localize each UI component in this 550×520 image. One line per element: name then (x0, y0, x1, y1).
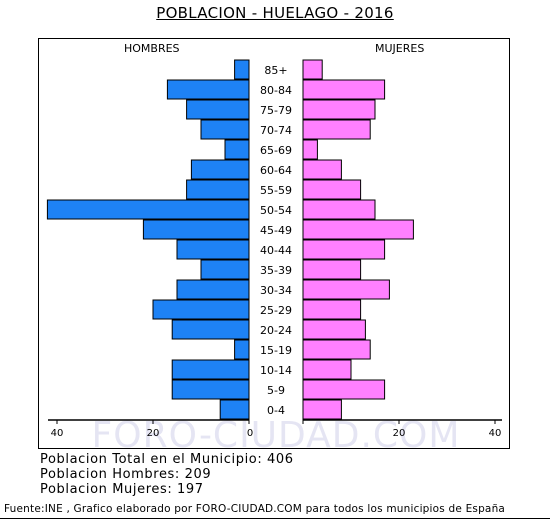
age-label: 10-14 (260, 364, 292, 377)
bar-men-50-54 (46, 199, 250, 220)
bar-women-0-4 (302, 399, 342, 420)
bar-men-0-4 (219, 399, 250, 420)
stat-women: Poblacion Mujeres: 197 (40, 482, 204, 497)
bar-women-50-54 (302, 199, 376, 220)
bar-men-80-84 (166, 79, 250, 100)
age-label: 45-49 (260, 224, 292, 237)
bar-men-40-44 (176, 239, 250, 260)
age-label: 55-59 (260, 184, 292, 197)
women-header: MUJERES (375, 42, 425, 55)
bar-men-35-39 (200, 259, 250, 280)
age-label: 40-44 (260, 244, 292, 257)
stat-men: Poblacion Hombres: 209 (40, 467, 212, 482)
chart-title: POBLACION - HUELAGO - 2016 (156, 4, 394, 22)
x-tick-label: 20 (147, 428, 160, 439)
x-tick-label: 40 (489, 428, 502, 439)
source-footer: Fuente:INE , Grafico elaborado por FORO-… (4, 503, 506, 515)
bar-men-30-34 (176, 279, 250, 300)
age-label: 65-69 (260, 144, 292, 157)
age-label: 5-9 (267, 384, 285, 397)
bar-women-40-44 (302, 239, 386, 260)
footer-rule (0, 518, 550, 519)
bar-men-65-69 (224, 139, 250, 160)
bar-women-15-19 (302, 339, 371, 360)
x-tick-label: 0 (247, 428, 253, 439)
stat-total: Poblacion Total en el Municipio: 406 (40, 452, 294, 467)
bar-men-20-24 (171, 319, 250, 340)
bar-men-55-59 (186, 179, 250, 200)
bar-men-15-19 (234, 339, 250, 360)
bar-women-30-34 (302, 279, 390, 300)
bar-men-45-49 (142, 219, 250, 240)
bar-women-65-69 (302, 139, 318, 160)
bar-women-20-24 (302, 319, 366, 340)
bar-women-10-14 (302, 359, 352, 380)
bar-men-70-74 (200, 119, 250, 140)
x-tick-label: 40 (51, 428, 64, 439)
bar-men-10-14 (171, 359, 250, 380)
age-label: 60-64 (260, 164, 292, 177)
bar-women-60-64 (302, 159, 342, 180)
age-label: 0-4 (267, 404, 285, 417)
bar-women-75-79 (302, 99, 376, 120)
bar-men-85+ (234, 59, 250, 80)
bar-women-70-74 (302, 119, 371, 140)
age-label: 50-54 (260, 204, 292, 217)
bar-women-5-9 (302, 379, 386, 400)
age-label: 35-39 (260, 264, 292, 277)
age-label: 25-29 (260, 304, 292, 317)
men-header: HOMBRES (124, 42, 180, 55)
age-label: 85+ (264, 64, 287, 77)
age-label: 75-79 (260, 104, 292, 117)
bar-men-75-79 (186, 99, 250, 120)
bar-men-25-29 (152, 299, 250, 320)
bar-women-25-29 (302, 299, 362, 320)
bar-women-85+ (302, 59, 323, 80)
bar-men-5-9 (171, 379, 250, 400)
age-label: 80-84 (260, 84, 292, 97)
age-label: 15-19 (260, 344, 292, 357)
bar-women-80-84 (302, 79, 386, 100)
age-label: 20-24 (260, 324, 292, 337)
age-label: 70-74 (260, 124, 292, 137)
chart-frame (38, 38, 510, 449)
bar-women-45-49 (302, 219, 414, 240)
age-label: 30-34 (260, 284, 292, 297)
bar-women-35-39 (302, 259, 362, 280)
bar-women-55-59 (302, 179, 362, 200)
x-tick-label: 20 (393, 428, 406, 439)
bar-men-60-64 (190, 159, 250, 180)
